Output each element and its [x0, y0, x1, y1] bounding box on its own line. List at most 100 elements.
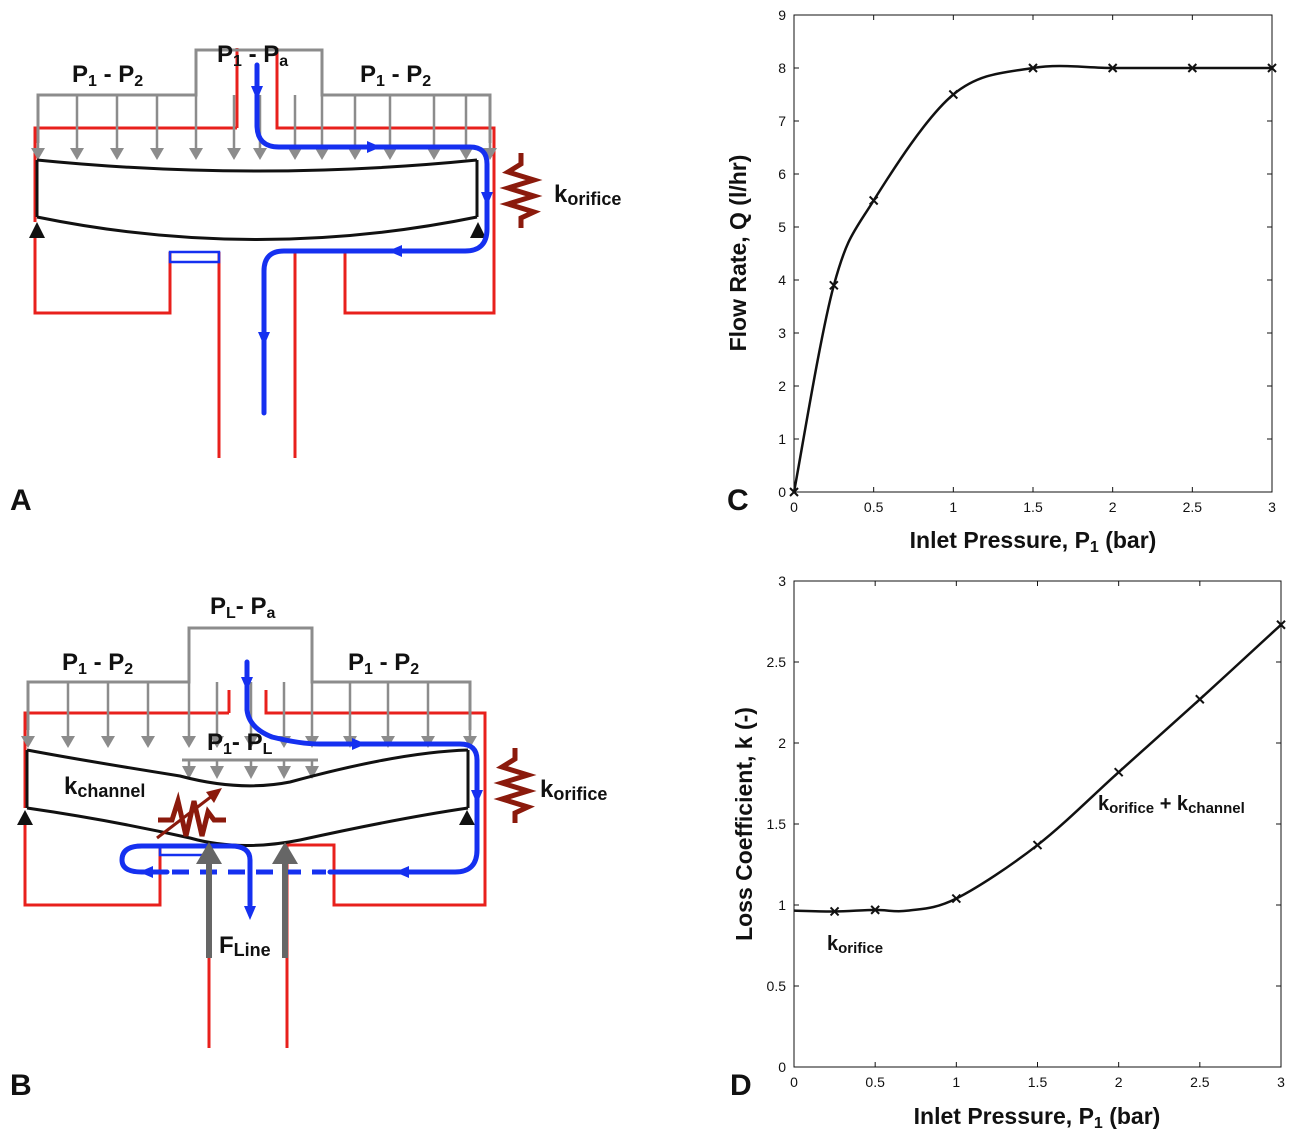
load-arrow	[305, 682, 319, 748]
y-tick-label: 2	[778, 735, 786, 751]
data-point	[1113, 767, 1124, 777]
x-tick-label: 1	[949, 499, 957, 515]
label-pl-pa-b: PL- Pa	[210, 593, 275, 622]
y-tick-label: 0	[778, 1059, 786, 1075]
data-point	[1195, 694, 1205, 704]
load-arrow	[244, 682, 258, 748]
load-arrow	[315, 95, 329, 160]
label-korifice-b: korifice	[540, 776, 607, 804]
x-tick-label: 2.5	[1190, 1074, 1210, 1090]
y-tick-label: 9	[778, 7, 786, 23]
load-arrow-inner	[182, 760, 196, 779]
chart-d-frame	[793, 580, 1282, 1068]
label-fline-b: FLine	[219, 932, 271, 960]
label-p1-p2-right-b: P1 - P2	[348, 649, 419, 678]
label-p1-p2-right-a: P1 - P2	[360, 61, 431, 90]
y-tick-label: 5	[778, 219, 786, 235]
x-tick-label: 1	[952, 1074, 960, 1090]
chart-d-ylabel: Loss Coefficient, k (-)	[731, 707, 757, 941]
load-arrow	[210, 682, 224, 748]
data-point	[1276, 620, 1286, 630]
y-tick-label: 0	[778, 484, 786, 500]
x-tick-label: 0.5	[864, 499, 884, 515]
load-arrow	[150, 95, 164, 160]
load-arrow	[101, 682, 115, 748]
load-arrow	[288, 95, 302, 160]
load-arrow	[21, 682, 35, 748]
x-tick-label: 0	[790, 1074, 798, 1090]
label-p1-p2-left-b: P1 - P2	[62, 649, 133, 678]
spring-kchannel-b	[156, 788, 226, 840]
load-arrow-inner	[244, 760, 258, 779]
panel-b: PL- Pa P1 - P2 P1 - P2 P1- PL kchannel k…	[10, 593, 607, 1102]
load-arrow	[70, 95, 84, 160]
y-tick-label: 8	[778, 60, 786, 76]
panel-a: P1 - P2 P1 - Pa P1 - P2 korifice A	[10, 41, 621, 517]
chart-c-ylabel: Flow Rate, Q (l/hr)	[725, 155, 751, 352]
x-tick-label: 3	[1268, 499, 1276, 515]
load-arrows-a	[31, 95, 497, 160]
annotation-korifice-kchannel-d: korifice + kchannel	[1098, 793, 1245, 817]
chart-c-frame	[793, 14, 1273, 493]
y-tick-label: 3	[778, 573, 786, 589]
load-arrow	[459, 95, 473, 160]
x-tick-label: 0.5	[865, 1074, 885, 1090]
load-arrow-inner	[210, 760, 224, 779]
x-tick-label: 2.5	[1183, 499, 1203, 515]
chart-d: Inlet Pressure, P1 (bar) Loss Coefficien…	[730, 573, 1286, 1131]
load-arrow	[61, 682, 75, 748]
load-arrow	[343, 682, 357, 748]
load-arrow	[182, 682, 196, 748]
label-kchannel-b: kchannel	[64, 773, 145, 801]
x-tick-label: 3	[1277, 1074, 1285, 1090]
load-arrow	[427, 95, 441, 160]
y-tick-label: 1	[778, 897, 786, 913]
data-point	[868, 195, 879, 206]
data-point	[829, 906, 840, 917]
support-right-a	[470, 222, 486, 238]
data-point	[870, 905, 880, 915]
y-tick-label: 7	[778, 113, 786, 129]
chart-c: Inlet Pressure, P1 (bar) Flow Rate, Q (l…	[725, 7, 1277, 556]
data-point	[1187, 63, 1198, 73]
load-arrow	[463, 682, 477, 748]
support-right-b	[459, 810, 475, 825]
data-point	[951, 893, 962, 904]
membrane-a	[35, 158, 479, 241]
label-p1-p2-left-a: P1 - P2	[72, 61, 143, 90]
data-point	[1107, 63, 1118, 73]
load-arrow	[483, 95, 497, 160]
load-arrow	[141, 682, 155, 748]
load-arrow	[31, 95, 45, 160]
data-point	[789, 487, 799, 497]
load-arrow	[381, 682, 395, 748]
load-arrow-inner	[277, 760, 291, 779]
panel-letter-d: D	[730, 1069, 752, 1102]
force-arrows-b	[196, 842, 298, 958]
data-point	[829, 280, 839, 291]
x-tick-label: 2	[1109, 499, 1117, 515]
data-point	[1028, 63, 1038, 73]
series-line	[793, 623, 1282, 913]
load-arrow	[421, 682, 435, 748]
y-tick-label: 0.5	[767, 978, 787, 994]
support-left-b	[17, 810, 33, 825]
chart-c-xlabel: Inlet Pressure, P1 (bar)	[910, 527, 1157, 556]
annotation-korifice-d: korifice	[827, 933, 883, 957]
flow-path-b	[119, 659, 480, 908]
flow-arrowheads-b	[139, 677, 483, 920]
x-tick-label: 1.5	[1023, 499, 1043, 515]
y-tick-label: 1.5	[767, 816, 787, 832]
y-tick-label: 6	[778, 166, 786, 182]
y-tick-label: 2.5	[767, 654, 787, 670]
y-tick-label: 2	[778, 378, 786, 394]
load-arrow	[383, 95, 397, 160]
y-tick-label: 4	[778, 272, 786, 288]
y-tick-label: 3	[778, 325, 786, 341]
panel-letter-c: C	[727, 484, 749, 517]
x-tick-label: 1.5	[1028, 1074, 1048, 1090]
label-p1-pl-b: P1- PL	[207, 729, 273, 758]
load-distribution-a	[36, 48, 492, 143]
seal-insert-a	[168, 250, 221, 264]
